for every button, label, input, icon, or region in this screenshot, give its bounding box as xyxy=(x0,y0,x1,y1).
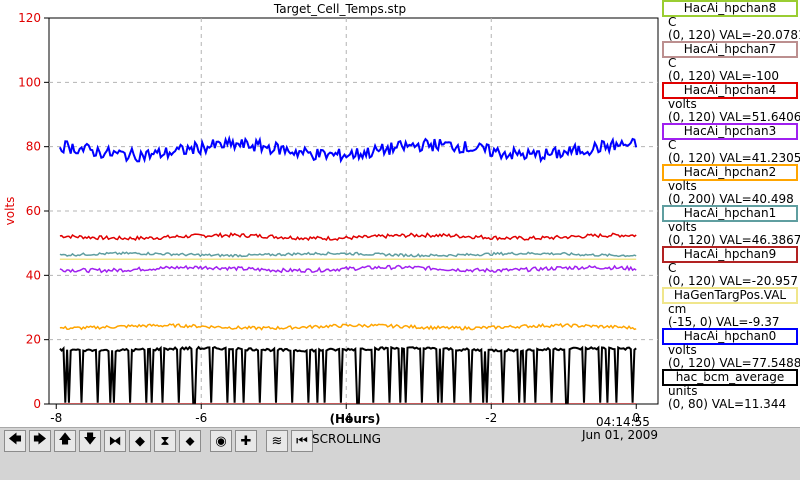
legend-entry-range: (0, 120) VAL=46.3867 xyxy=(668,233,800,247)
series-line-HacAi_hpchan3 xyxy=(59,264,637,274)
legend-entry-range: (0, 200) VAL=40.498 xyxy=(668,192,794,206)
y-tick-label: 20 xyxy=(26,333,41,347)
legend-entry[interactable]: HacAi_hpchan1 volts (0, 120) VAL=46.3867 xyxy=(660,205,800,249)
arrow-down-icon[interactable]: 🡇 xyxy=(79,430,101,452)
legend-entry-name[interactable]: hac_bcm_average xyxy=(662,369,798,386)
legend-entry[interactable]: HacAi_hpchan9 C (0, 120) VAL=-20.957 xyxy=(660,246,800,290)
y-tick-label: 100 xyxy=(18,75,41,89)
series-line-HacAi_hpchan1 xyxy=(59,251,637,258)
legend-entry-range: (0, 120) VAL=-20.957 xyxy=(668,274,799,288)
grid-lines xyxy=(49,18,658,404)
y-tick-label: 40 xyxy=(26,268,41,282)
legend-entry[interactable]: HacAi_hpchan8 C (0, 120) VAL=-20.0781 xyxy=(660,0,800,44)
legend-entry[interactable]: HacAi_hpchan2 volts (0, 200) VAL=40.498 xyxy=(660,164,800,208)
legend-entry-units: volts xyxy=(668,179,697,193)
legend-entry-units: C xyxy=(668,56,677,70)
timestamp-time: 04:14:55 xyxy=(596,415,650,429)
x-tick-label: -2 xyxy=(485,411,497,425)
legend-entry-name[interactable]: HacAi_hpchan7 xyxy=(662,41,798,58)
legend-entry-units: volts xyxy=(668,220,697,234)
legend-entry-units: C xyxy=(668,261,677,275)
legend: HacAi_hpchan8 C (0, 120) VAL=-20.0781 HacAi… xyxy=(660,0,800,412)
expand-vertical-icon[interactable]: ⬥ xyxy=(179,430,201,452)
legend-entry-range: (0, 120) VAL=77.5488 xyxy=(668,356,800,370)
x-tick-label: -6 xyxy=(195,411,207,425)
x-tick-label: -4 xyxy=(340,411,352,425)
legend-entry[interactable]: HacAi_hpchan4 volts (0, 120) VAL=51.6406 xyxy=(660,82,800,126)
series-layer xyxy=(58,134,638,404)
strip-chart: -8 -6 -4 -2 0 0 20 40 60 80 100 120 Target_Cell_Tem… xyxy=(3,2,659,426)
legend-entry-name[interactable]: HacAi_hpchan8 xyxy=(662,0,798,17)
legend-entry-range: (0, 120) VAL=51.6406 xyxy=(668,110,800,124)
legend-entry-name[interactable]: HacAi_hpchan4 xyxy=(662,82,798,99)
legend-entry[interactable]: hac_bcm_average units (0, 80) VAL=11.344 xyxy=(660,369,800,413)
y-tick-label: 80 xyxy=(26,140,41,154)
series-line-HacAi_hpchan4 xyxy=(59,231,637,242)
arrow-up-icon[interactable]: 🡅 xyxy=(54,430,76,452)
y-tick-label: 120 xyxy=(18,11,41,25)
legend-entry-name[interactable]: HacAi_hpchan3 xyxy=(662,123,798,140)
legend-entry[interactable]: HacAi_hpchan7 C (0, 120) VAL=-100 xyxy=(660,41,800,85)
autoscale-icon[interactable]: ≋ xyxy=(266,430,288,452)
legend-entry-name[interactable]: HacAi_hpchan1 xyxy=(662,205,798,222)
legend-entry-range: (-15, 0) VAL=-9.37 xyxy=(668,315,780,329)
series-line-hac_bcm_average xyxy=(59,345,637,404)
compress-horizontal-icon[interactable]: ⧓ xyxy=(104,430,126,452)
record-icon[interactable]: ◉ xyxy=(210,430,232,452)
legend-entry-range: (0, 120) VAL=-100 xyxy=(668,69,779,83)
legend-entry-units: C xyxy=(668,15,677,29)
legend-entry-name[interactable]: HacAi_hpchan9 xyxy=(662,246,798,263)
arrow-right-icon[interactable]: 🡆 xyxy=(29,430,51,452)
legend-entry-units: cm xyxy=(668,302,687,316)
legend-entry[interactable]: HaGenTargPos.VAL cm (-15, 0) VAL=-9.37 xyxy=(660,287,800,331)
arrow-left-icon[interactable]: 🡄 xyxy=(4,430,26,452)
status-text: SCROLLING xyxy=(312,432,381,446)
x-axis-label: (Hours) xyxy=(330,412,381,426)
axis-ticks: -8 -6 -4 -2 0 0 20 40 60 80 100 120 xyxy=(18,11,640,425)
y-axis-label: volts xyxy=(3,197,17,226)
toolbar: 🡄 🡆 🡅 🡇 ⧓ ◆ ⧗ ⬥ ◉ ✚ ≋ ⏮ SCROLLING xyxy=(0,427,800,480)
compress-vertical-icon[interactable]: ⧗ xyxy=(154,430,176,452)
legend-entry-units: volts xyxy=(668,97,697,111)
series-line-HacAi_hpchan2 xyxy=(59,322,637,331)
legend-entry-name[interactable]: HaGenTargPos.VAL xyxy=(662,287,798,304)
legend-entry-range: (0, 120) VAL=-20.0781 xyxy=(668,28,800,42)
back-to-live-icon[interactable]: ⏮ xyxy=(291,430,313,452)
legend-entry-name[interactable]: HacAi_hpchan2 xyxy=(662,164,798,181)
legend-entry[interactable]: HacAi_hpchan0 volts (0, 120) VAL=77.5488 xyxy=(660,328,800,372)
y-tick-label: 60 xyxy=(26,204,41,218)
legend-entry-range: (0, 120) VAL=41.2305 xyxy=(668,151,800,165)
y-tick-label: 0 xyxy=(33,397,41,411)
legend-entry[interactable]: HacAi_hpchan3 C (0, 120) VAL=41.2305 xyxy=(660,123,800,167)
x-tick-label: 0 xyxy=(632,411,640,425)
chart-title: Target_Cell_Temps.stp xyxy=(273,2,406,16)
legend-entry-units: volts xyxy=(668,343,697,357)
expand-horizontal-icon[interactable]: ◆ xyxy=(129,430,151,452)
series-line-HacAi_hpchan0 xyxy=(58,134,638,164)
legend-entry-units: units xyxy=(668,384,698,398)
add-icon[interactable]: ✚ xyxy=(235,430,257,452)
legend-entry-name[interactable]: HacAi_hpchan0 xyxy=(662,328,798,345)
legend-entry-units: C xyxy=(668,138,677,152)
timestamp-date: Jun 01, 2009 xyxy=(582,428,659,442)
x-tick-label: -8 xyxy=(50,411,62,425)
legend-entry-range: (0, 80) VAL=11.344 xyxy=(668,397,787,411)
